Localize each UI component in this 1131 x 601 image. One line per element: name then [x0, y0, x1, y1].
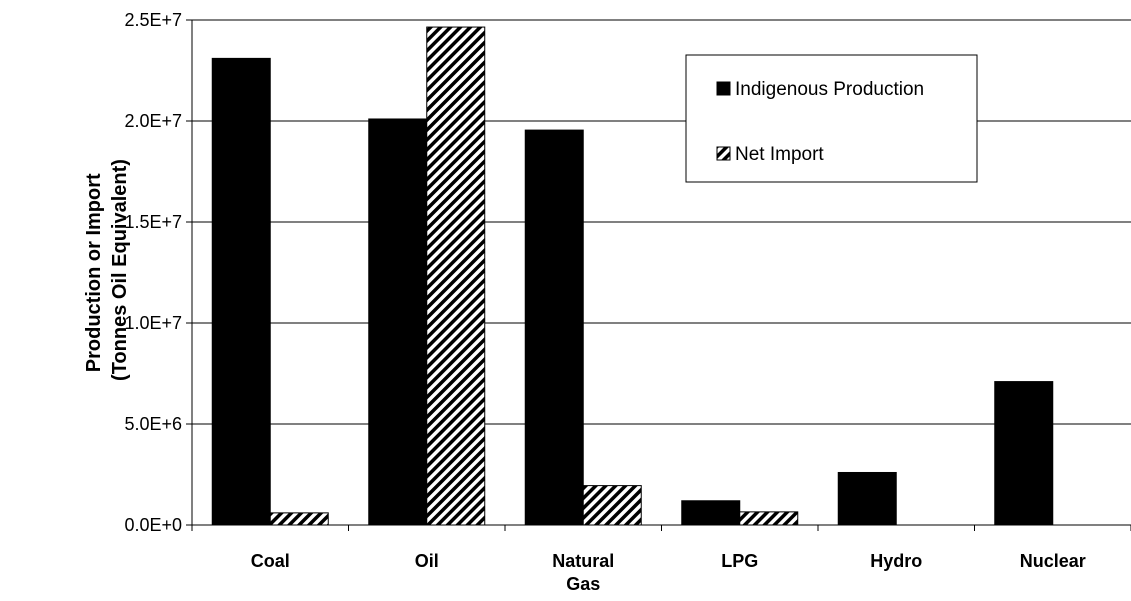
legend-swatch-indigenous-production — [716, 81, 731, 96]
bar-indigenous-production — [368, 118, 428, 526]
y-axis-title-line-1: Production or Import — [83, 173, 105, 372]
x-tick-label: Nuclear — [1020, 551, 1086, 571]
legend-label-net-import: Net Import — [735, 144, 824, 165]
bar-indigenous-production — [211, 57, 271, 526]
y-tick-label: 1.0E+7 — [124, 313, 182, 333]
bar-indigenous-production — [837, 471, 897, 526]
legend: Indigenous Production Net Import — [685, 54, 978, 183]
legend-label-indigenous-production: Indigenous Production — [735, 79, 924, 100]
y-axis-title: Production or Import (Tonnes Oil Equival… — [83, 159, 131, 381]
y-tick-label: 5.0E+6 — [124, 414, 182, 434]
bar-net-import — [739, 511, 799, 526]
bar-net-import — [426, 26, 486, 526]
x-tick-label: Oil — [415, 551, 439, 571]
y-tick-label: 1.5E+7 — [124, 212, 182, 232]
y-tick-label: 2.0E+7 — [124, 111, 182, 131]
bar-indigenous-production — [524, 129, 584, 526]
x-tick-label: Natural Gas — [552, 551, 614, 594]
bar-net-import — [582, 485, 642, 526]
legend-swatch-net-import — [716, 146, 731, 161]
axes — [186, 19, 1131, 531]
x-tick-label: LPG — [721, 551, 758, 571]
bar-net-import — [269, 512, 329, 526]
y-tick-label: 0.0E+0 — [124, 515, 182, 535]
x-tick-label: Hydro — [870, 551, 922, 571]
labels: 0.0E+0 5.0E+6 1.0E+7 1.5E+7 2.0E+7 2.5E+7 Coal… — [124, 10, 1085, 594]
y-axis-title-line-2: (Tonnes Oil Equivalent) — [109, 159, 131, 381]
bar-indigenous-production — [994, 381, 1054, 526]
bars — [211, 26, 1054, 526]
gridlines — [192, 19, 1131, 425]
bar-indigenous-production — [681, 500, 741, 526]
x-tick-label: Coal — [251, 551, 290, 571]
legend-box — [685, 54, 978, 183]
y-tick-label: 2.5E+7 — [124, 10, 182, 30]
